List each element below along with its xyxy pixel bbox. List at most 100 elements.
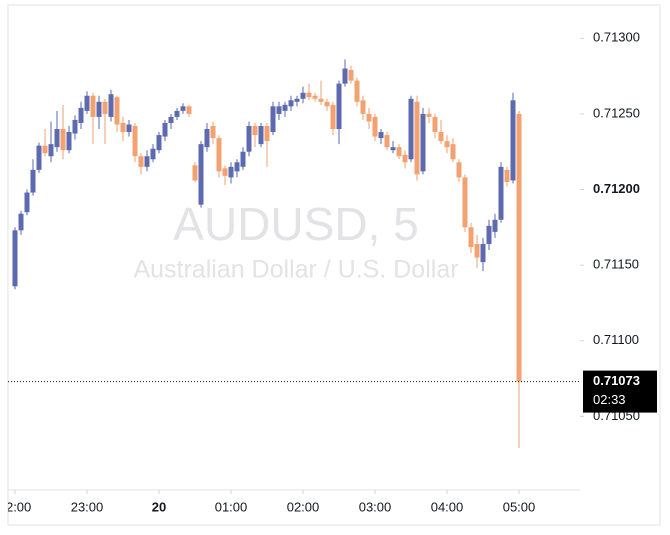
- candle-body: [18, 213, 24, 231]
- y-tick-label: 0.71100: [593, 332, 639, 347]
- candle-body: [510, 100, 516, 181]
- candle-body: [270, 106, 276, 133]
- candle-body: [360, 100, 366, 114]
- candle-body: [144, 156, 150, 167]
- candle-body: [420, 113, 426, 172]
- candle-body: [336, 83, 342, 130]
- candle-body: [42, 145, 48, 154]
- x-tick-label: 23:00: [71, 499, 104, 514]
- candle-body: [354, 80, 360, 102]
- y-tick-label: 0.71250: [593, 105, 640, 120]
- candle-body: [468, 227, 474, 247]
- candle-body: [450, 144, 456, 160]
- x-tick-label: 05:00: [503, 499, 536, 514]
- candle-body: [372, 116, 378, 137]
- y-tick-label: 0.71150: [593, 257, 639, 272]
- candle-body: [60, 129, 66, 151]
- candle-body: [330, 104, 336, 130]
- candle-body: [12, 230, 18, 287]
- candle-body: [396, 147, 402, 157]
- candle-body: [462, 177, 468, 228]
- x-tick-label: 22:00: [0, 499, 31, 514]
- candle-body: [306, 92, 312, 98]
- candle-body: [198, 144, 204, 205]
- candle-body: [288, 100, 294, 107]
- candle-body: [438, 132, 444, 142]
- candle-body: [24, 192, 30, 213]
- candle-body: [204, 129, 210, 148]
- candle-body: [444, 141, 450, 148]
- candle-body: [126, 124, 132, 133]
- x-tick-label: 20: [152, 499, 166, 514]
- candle-body: [66, 132, 72, 151]
- candle-body: [264, 125, 270, 142]
- candle-body: [186, 106, 192, 114]
- x-tick-label: 03:00: [359, 499, 392, 514]
- candle-body: [366, 113, 372, 122]
- candle-body: [240, 151, 246, 167]
- candle-body: [132, 125, 138, 157]
- candle-body: [402, 154, 408, 163]
- candle-body: [234, 162, 240, 172]
- y-tick-label: 0.71300: [593, 30, 640, 45]
- candle-body: [258, 125, 264, 145]
- candle-body: [504, 169, 510, 182]
- last-price-label: 0.71073: [593, 373, 640, 388]
- candle-body: [84, 95, 90, 111]
- candle-body: [324, 101, 330, 107]
- x-tick-label: 02:00: [287, 499, 320, 514]
- candle-body: [138, 156, 144, 167]
- candle-body: [36, 145, 42, 170]
- candle-body: [102, 101, 108, 114]
- candle-body: [156, 135, 162, 151]
- last-price-box: [583, 370, 657, 413]
- candle-body: [78, 107, 84, 123]
- candle-body: [390, 147, 396, 151]
- candle-body: [384, 135, 390, 148]
- candle-body: [72, 119, 78, 134]
- candle-body: [216, 138, 222, 172]
- watermark-title: AUDUSD, 5: [173, 198, 418, 250]
- candle-body: [114, 97, 120, 125]
- candle-body: [312, 95, 318, 99]
- candle-body: [222, 168, 228, 176]
- candle-body: [30, 169, 36, 193]
- candle-body: [414, 101, 420, 175]
- candle-body: [276, 106, 282, 114]
- candle-body: [426, 113, 432, 117]
- candle-body: [228, 166, 234, 178]
- candle-body: [456, 162, 462, 178]
- candle-body: [180, 106, 186, 111]
- candle-body: [54, 129, 60, 148]
- candle-body: [210, 125, 216, 139]
- y-tick-label: 0.71200: [593, 181, 640, 196]
- candle-body: [408, 98, 414, 160]
- candle-body: [252, 125, 258, 136]
- candle-body: [48, 144, 54, 157]
- chart-frame: [7, 4, 661, 526]
- candle-body: [486, 225, 492, 244]
- candle-body: [162, 122, 168, 137]
- x-tick-label: 01:00: [215, 499, 248, 514]
- candle-body: [480, 243, 486, 263]
- candle-body: [516, 113, 522, 382]
- x-tick-label: 04:00: [431, 499, 464, 514]
- candle-body: [282, 104, 288, 111]
- candle-body: [294, 98, 300, 102]
- candle-body: [348, 70, 354, 81]
- candle-body: [246, 125, 252, 152]
- candle-body: [498, 166, 504, 220]
- candle-body: [90, 95, 96, 117]
- x-axis: 22:00 23:00 20 01:00 02:00 03:00 04:00 05:00: [0, 490, 536, 514]
- candle-body: [300, 92, 306, 99]
- candle-body: [168, 116, 174, 123]
- candle-body: [192, 165, 198, 181]
- candle-body: [120, 122, 126, 133]
- countdown-label: 02:33: [593, 392, 626, 407]
- candle-body: [492, 219, 498, 232]
- candle-body: [342, 68, 348, 84]
- candle-body: [474, 243, 480, 258]
- candle-body: [108, 94, 114, 117]
- candle-body: [96, 101, 102, 117]
